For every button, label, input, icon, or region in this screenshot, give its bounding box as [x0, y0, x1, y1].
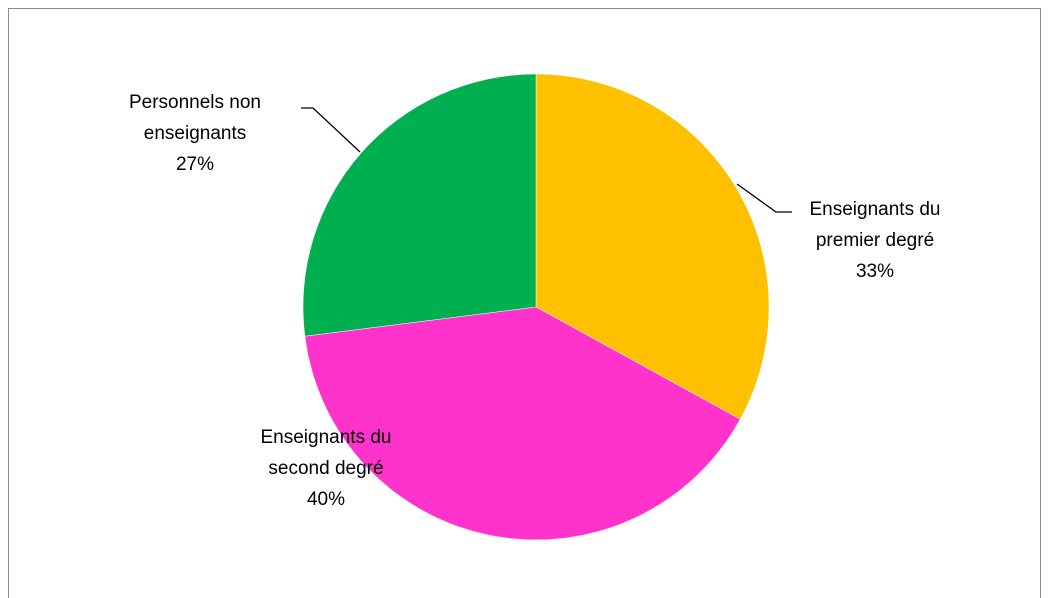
slice-label-second-degre: Enseignants du second degré 40%: [261, 427, 392, 510]
slice-labels: Enseignants du premier degré 33%Enseignant…: [129, 92, 941, 510]
slice-label-premier-degre: Enseignants du premier degré 33%: [810, 199, 941, 282]
slice-percent-label: 27%: [176, 154, 214, 175]
slice-percent-label: 40%: [307, 489, 345, 510]
slice-name-line: premier degré: [816, 230, 934, 251]
slice-name-line: Enseignants du: [261, 427, 392, 448]
slice-percent-label: 33%: [856, 261, 894, 282]
leader-line-premier-degre: [736, 183, 792, 213]
slice-name-line: Personnels non: [129, 92, 261, 113]
slice-label-non-enseignants: Personnels non enseignants 27%: [129, 92, 261, 175]
leader-lines: [301, 107, 792, 213]
slice-name-line: second degré: [268, 458, 383, 479]
slice-name-line: enseignants: [144, 123, 246, 144]
pie-slice-second-degre: [304, 306, 741, 541]
pie-slices: [302, 73, 770, 541]
pie-slice-non-enseignants: [302, 73, 537, 337]
leader-line-non-enseignants: [301, 107, 361, 153]
pie-slice-premier-degre: [535, 73, 770, 420]
slice-name-line: Enseignants du: [810, 199, 941, 220]
